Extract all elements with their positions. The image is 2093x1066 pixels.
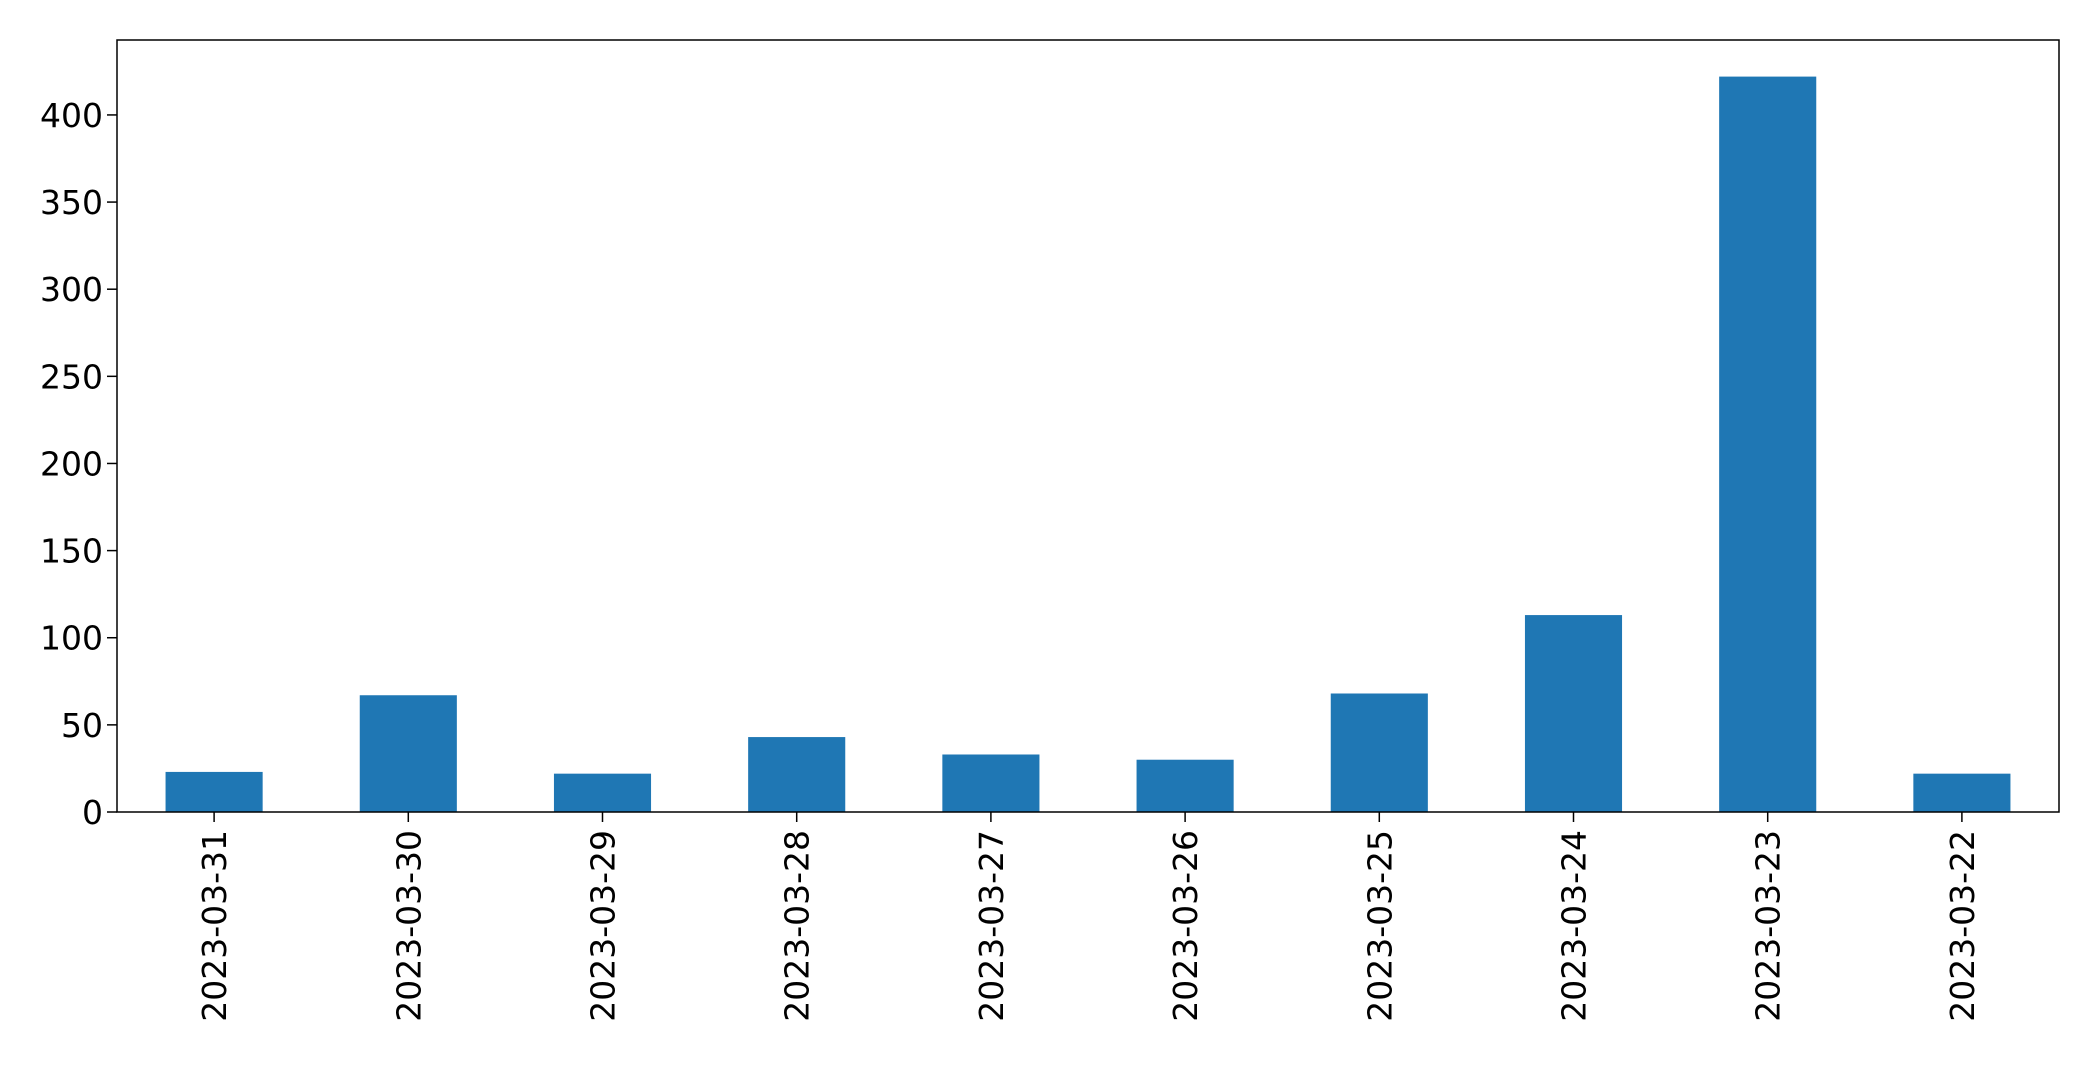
- x-tick-label: 2023-03-30: [389, 830, 428, 1022]
- x-tick-label: 2023-03-23: [1749, 830, 1788, 1022]
- bar-2023-03-28: [748, 737, 846, 812]
- x-tick-label: 2023-03-27: [972, 830, 1011, 1022]
- bar-2023-03-30: [359, 695, 457, 812]
- bar-2023-03-31: [165, 771, 263, 812]
- x-tick-label: 2023-03-28: [778, 830, 817, 1022]
- plot-frame: [116, 39, 2060, 813]
- y-tick-label: 100: [40, 619, 103, 658]
- bar-2023-03-26: [1136, 759, 1234, 812]
- x-axis: 2023-03-31 2023-03-30 2023-03-29 2023-03-28…: [195, 812, 1982, 1022]
- x-tick-label: 2023-03-26: [1166, 830, 1205, 1022]
- y-tick-label: 0: [82, 793, 103, 832]
- bar-2023-03-22: [1913, 773, 2011, 812]
- x-tick-label: 2023-03-29: [584, 830, 623, 1022]
- bar-2023-03-25: [1330, 693, 1428, 812]
- y-axis: 0 50 100 150 200 250 300 350 400: [40, 96, 117, 832]
- y-tick-label: 250: [40, 357, 103, 396]
- x-tick-label: 2023-03-31: [195, 830, 234, 1022]
- y-tick-label: 150: [40, 532, 103, 571]
- bars-layer: [165, 76, 2011, 812]
- y-tick-label: 200: [40, 444, 103, 483]
- bar-2023-03-23: [1719, 76, 1817, 812]
- y-tick-label: 300: [40, 270, 103, 309]
- x-tick-label: 2023-03-24: [1555, 830, 1594, 1022]
- x-tick-label: 2023-03-25: [1360, 830, 1399, 1022]
- bar-2023-03-27: [942, 754, 1040, 812]
- bar-2023-03-24: [1524, 615, 1623, 812]
- x-tick-label: 2023-03-22: [1943, 830, 1982, 1022]
- bar-2023-03-29: [553, 773, 652, 812]
- y-tick-label: 50: [61, 706, 103, 745]
- y-tick-label: 350: [40, 183, 103, 222]
- y-tick-label: 400: [40, 96, 103, 135]
